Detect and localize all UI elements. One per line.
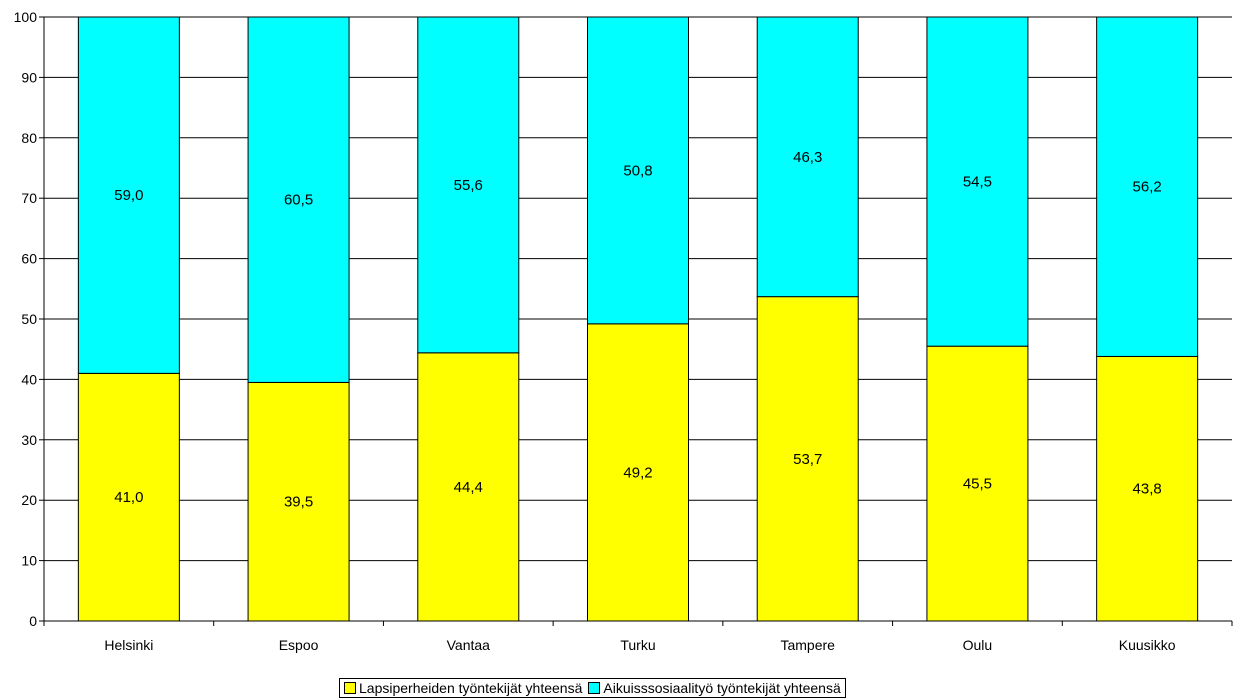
x-tick-label: Oulu bbox=[963, 637, 993, 653]
data-label: 44,4 bbox=[454, 479, 483, 496]
y-tick-label: 70 bbox=[21, 190, 37, 206]
data-label: 45,5 bbox=[963, 476, 992, 493]
data-label: 53,7 bbox=[793, 451, 822, 468]
data-label: 49,2 bbox=[623, 464, 652, 481]
bar-segment-aikuissosiaalityo bbox=[77, 16, 180, 374]
bar-segment-aikuissosiaalityo bbox=[1096, 16, 1199, 357]
bar-segment-lapsiperheiden bbox=[77, 372, 180, 622]
legend-label-aikuissosiaalityo: Aikuisssosiaalityö työntekijät yhteensä bbox=[603, 680, 841, 696]
legend-swatch-cyan bbox=[588, 682, 601, 694]
y-tick-label: 100 bbox=[14, 9, 38, 25]
bar-segment-lapsiperheiden bbox=[587, 323, 689, 622]
data-label: 46,3 bbox=[793, 149, 822, 166]
bar-segment-aikuissosiaalityo bbox=[756, 16, 859, 298]
x-tick-label: Kuusikko bbox=[1119, 637, 1176, 653]
legend-item-lapsiperheiden: Lapsiperheiden työntekijät yhteensä bbox=[344, 680, 582, 696]
y-tick-label: 90 bbox=[21, 69, 37, 85]
data-label: 60,5 bbox=[284, 192, 313, 209]
x-tick-label: Helsinki bbox=[104, 637, 153, 653]
legend: Lapsiperheiden työntekijät yhteensä Aiku… bbox=[339, 678, 846, 698]
legend-swatch-yellow bbox=[344, 682, 356, 694]
data-label: 54,5 bbox=[963, 174, 992, 191]
y-tick-label: 30 bbox=[21, 432, 37, 448]
bar-segment-lapsiperheiden bbox=[756, 296, 859, 622]
bar-segment-lapsiperheiden bbox=[417, 352, 520, 622]
data-label: 55,6 bbox=[454, 177, 483, 194]
y-tick-label: 0 bbox=[29, 613, 37, 629]
axes bbox=[39, 16, 1233, 626]
bar-segment-aikuissosiaalityo bbox=[926, 16, 1029, 347]
bar-segment-lapsiperheiden bbox=[926, 345, 1029, 622]
legend-label-lapsiperheiden: Lapsiperheiden työntekijät yhteensä bbox=[359, 680, 583, 696]
x-tick-labels: Helsinki Espoo Vantaa Turku Tampere Oulu Kuusi… bbox=[104, 637, 1175, 653]
y-tick-label: 10 bbox=[21, 553, 37, 569]
x-tick-label: Espoo bbox=[279, 637, 319, 653]
legend-item-aikuissosiaalityo: Aikuisssosiaalityö työntekijät yhteensä bbox=[588, 680, 841, 696]
x-tick-label: Tampere bbox=[780, 637, 835, 653]
y-tick-label: 80 bbox=[21, 130, 37, 146]
data-label: 39,5 bbox=[284, 494, 313, 511]
bar-segment-aikuissosiaalityo bbox=[587, 16, 689, 325]
y-tick-label: 40 bbox=[21, 371, 37, 387]
data-label: 59,0 bbox=[114, 187, 143, 204]
data-labels: 41,0 59,0 39,5 60,5 44,4 55,6 49,2 50,8 53,7 46,3… bbox=[114, 149, 1161, 511]
data-label: 41,0 bbox=[114, 489, 143, 506]
bar-segment-lapsiperheiden bbox=[247, 381, 350, 622]
x-tick-label: Vantaa bbox=[447, 637, 491, 653]
x-tick-label: Turku bbox=[620, 637, 655, 653]
y-tick-labels: 0 10 20 30 40 50 60 70 80 90 100 bbox=[14, 9, 38, 629]
data-label: 56,2 bbox=[1133, 179, 1162, 196]
bars bbox=[77, 16, 1199, 622]
data-label: 43,8 bbox=[1133, 481, 1162, 498]
bar-segment-aikuissosiaalityo bbox=[247, 16, 350, 383]
data-label: 50,8 bbox=[623, 162, 652, 179]
bar-segment-aikuissosiaalityo bbox=[417, 16, 520, 354]
y-tick-label: 20 bbox=[21, 492, 37, 508]
y-tick-label: 60 bbox=[21, 251, 37, 267]
y-tick-label: 50 bbox=[21, 311, 37, 327]
bar-segment-lapsiperheiden bbox=[1096, 355, 1199, 622]
